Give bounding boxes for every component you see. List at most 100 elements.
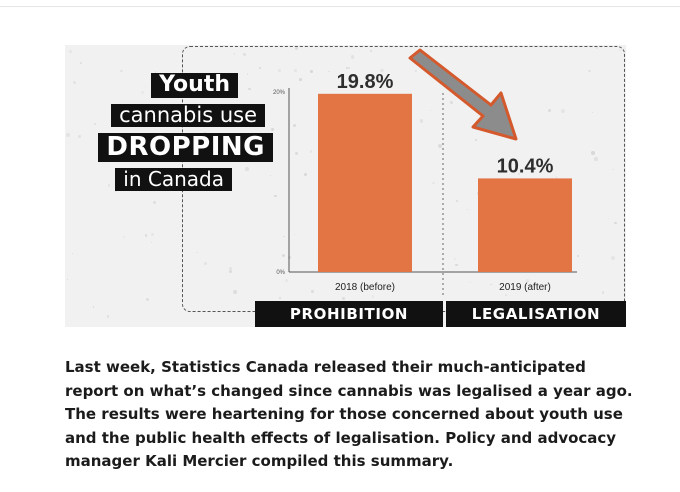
y-tick-label-0: 0%: [276, 270, 285, 276]
speck: [204, 262, 207, 265]
speck: [106, 315, 110, 318]
speck: [269, 174, 271, 176]
speck: [123, 236, 126, 239]
speck: [284, 278, 288, 282]
speck: [469, 281, 471, 283]
speck: [389, 81, 392, 84]
speck: [553, 68, 556, 70]
group-label-prohibition: PROHIBITION: [255, 301, 443, 327]
speck: [233, 290, 238, 295]
bar-2019: [478, 178, 572, 272]
speck: [80, 61, 83, 64]
speck: [228, 270, 232, 273]
speck: [69, 50, 73, 53]
speck: [92, 306, 95, 308]
speck: [294, 151, 299, 156]
speck: [328, 70, 330, 73]
y-tick-label-20: 20%: [273, 90, 286, 96]
speck: [85, 67, 88, 70]
speck: [154, 71, 156, 73]
speck: [379, 79, 383, 83]
infographic: Youth cannabis use DROPPING in Canada 0%…: [65, 45, 626, 327]
speck: [203, 131, 206, 134]
speck: [348, 66, 351, 69]
speck: [196, 251, 199, 254]
speck: [490, 283, 493, 286]
top-divider: [0, 6, 680, 7]
speck: [611, 256, 615, 260]
speck: [449, 100, 453, 105]
speck: [591, 151, 595, 155]
speck: [247, 73, 249, 75]
speck: [316, 255, 318, 257]
speck: [526, 279, 529, 283]
speck: [595, 46, 598, 49]
group-label-legalisation: LEGALISATION: [446, 301, 626, 327]
speck: [419, 119, 423, 123]
speck: [293, 68, 298, 73]
speck: [591, 111, 594, 114]
speck: [274, 195, 277, 198]
speck: [233, 53, 236, 55]
speck: [466, 208, 469, 210]
speck: [311, 290, 314, 293]
speck: [259, 67, 262, 70]
speck: [346, 66, 349, 70]
speck: [431, 181, 435, 185]
speck: [279, 296, 282, 299]
speck: [295, 47, 298, 50]
speck: [120, 69, 124, 73]
speck: [72, 252, 74, 254]
speck: [576, 254, 580, 257]
speck: [518, 172, 521, 175]
speck: [547, 108, 551, 112]
speck: [350, 54, 355, 59]
speck: [298, 78, 302, 81]
category-label-2019: 2019 (after): [499, 282, 551, 293]
speck: [93, 122, 97, 126]
speck: [608, 218, 610, 220]
speck: [369, 49, 373, 52]
speck: [453, 257, 457, 261]
speck: [242, 53, 246, 57]
article-summary: Last week, Statistics Canada released th…: [65, 358, 633, 470]
speck: [372, 295, 375, 298]
speck: [601, 291, 605, 294]
speck: [588, 69, 591, 73]
headline-line-3: DROPPING: [98, 133, 273, 163]
category-label-2018: 2018 (before): [335, 282, 395, 293]
speck: [614, 221, 618, 225]
speck: [505, 294, 507, 296]
bar-2018: [318, 93, 412, 272]
speck: [594, 157, 598, 161]
speck: [560, 108, 565, 113]
speck: [245, 166, 250, 171]
speck: [544, 167, 547, 170]
speck: [283, 235, 286, 238]
headline-line-1: Youth: [151, 72, 238, 98]
speck: [309, 150, 313, 153]
speck: [380, 68, 385, 73]
speck: [612, 168, 614, 171]
speck: [282, 253, 286, 257]
speck: [437, 144, 442, 148]
speck: [293, 234, 295, 236]
speck: [270, 128, 274, 131]
headline-line-2: cannabis use: [111, 103, 265, 128]
speck: [73, 81, 77, 85]
speck: [455, 263, 458, 267]
speck: [455, 200, 458, 203]
speck: [146, 297, 150, 301]
speck: [309, 69, 313, 73]
speck: [278, 69, 282, 73]
speck: [236, 216, 238, 218]
speck: [376, 77, 379, 80]
speck: [475, 138, 478, 142]
speck: [414, 70, 417, 73]
speck: [530, 170, 533, 173]
speck: [78, 134, 82, 138]
speck: [229, 266, 233, 270]
speck: [150, 241, 152, 243]
speck: [248, 87, 251, 91]
speck: [66, 278, 69, 281]
